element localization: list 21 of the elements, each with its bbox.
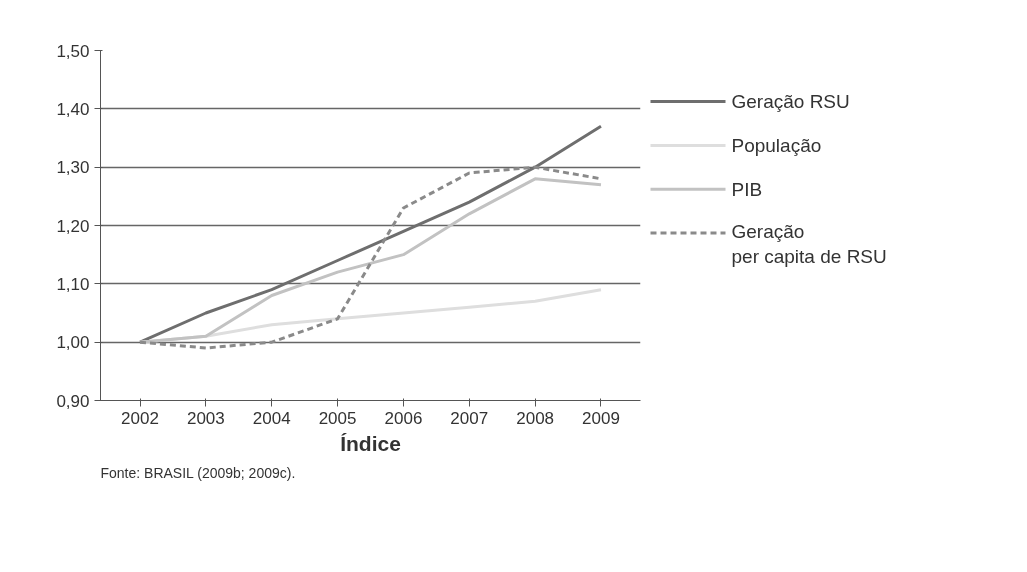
legend-label: População [731, 134, 822, 156]
y-tick-label: 1,20 [56, 216, 90, 236]
y-tick-label: 0,90 [56, 391, 90, 411]
y-tick-label: 1,50 [56, 41, 90, 61]
x-tick-label: 2004 [252, 408, 291, 428]
x-tick-label: 2009 [582, 408, 620, 428]
y-tick-label: 1,30 [56, 158, 90, 178]
y-tick-label: 1,40 [56, 99, 90, 119]
x-axis-title: Índice [340, 431, 401, 455]
x-tick-label: 2005 [318, 408, 357, 428]
source-note: Fonte: BRASIL (2009b; 2009c). [100, 464, 296, 481]
legend-label: Geração per capita de RSU [731, 221, 887, 268]
y-tick-label: 1,10 [56, 274, 90, 294]
x-tick-label: 2003 [186, 408, 225, 428]
legend-label: PIB [731, 178, 763, 200]
x-tick-label: 2007 [450, 408, 489, 428]
x-tick-label: 2002 [121, 408, 159, 428]
x-tick-label: 2006 [384, 408, 423, 428]
legend-label: Geração RSU [731, 91, 850, 113]
x-tick-label: 2008 [516, 408, 555, 428]
y-tick-label: 1,00 [56, 333, 90, 353]
